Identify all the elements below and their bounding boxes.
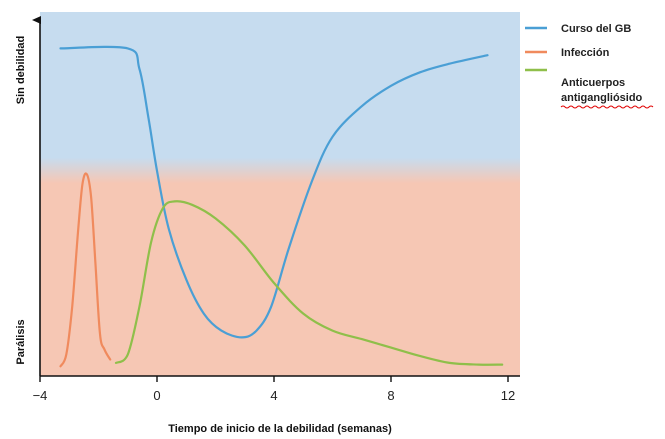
legend-label-infeccion: Infección [561,47,610,59]
y-bottom-label: Parálisis [15,319,27,364]
legend: Curso del GB Infección Anticuerpos antig… [525,23,654,109]
spellcheck-underline [560,105,654,109]
series-layer [59,45,504,368]
series-line-infeccion [59,172,112,368]
x-tick-label: −4 [33,388,48,403]
legend-label-curso: Curso del GB [561,23,631,35]
x-tick-label: 12 [501,388,515,403]
legend-label-anticuerpos: Anticuerpos antigangliósido [561,77,643,104]
x-tick-label: 4 [270,388,277,403]
series-line-anticuerpos [114,200,504,366]
series-line-curso-gb [59,45,489,339]
y-top-label: Sin debilidad [15,36,27,104]
x-tick-label: 8 [387,388,394,403]
x-tick-label: 0 [153,388,160,403]
plot-background [40,12,520,376]
x-ticks: −4 0 4 8 12 [33,376,515,403]
x-axis-title: Tiempo de inicio de la debilidad (semana… [168,423,392,435]
